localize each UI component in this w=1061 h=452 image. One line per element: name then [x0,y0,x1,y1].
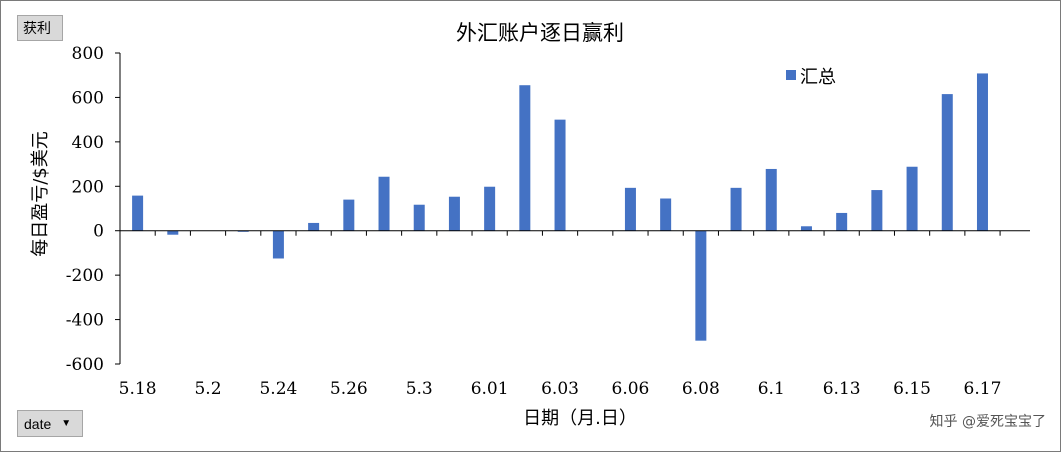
y-tick-label: 200 [72,177,104,197]
legend-swatch [786,70,796,80]
dropdown-arrow-icon[interactable]: ▼ [61,417,72,429]
x-tick-label: 5.26 [330,379,368,399]
bar [730,187,742,231]
bar [976,73,988,231]
bar [343,199,355,231]
bar [272,230,284,259]
date-field-label: date [24,415,52,432]
y-tick-label: 800 [72,44,104,64]
x-tick-label: 6.01 [471,379,509,399]
x-tick-label: 6.1 [758,379,785,399]
x-tick-label: 6.03 [541,379,579,399]
y-axis-label: 每日盈亏/$美元 [30,131,51,257]
bar [660,198,672,231]
x-axis-label: 日期（月.日） [523,408,637,429]
bar [167,230,179,235]
bar [132,195,144,231]
x-tick-label: 5.3 [406,379,433,399]
bar [378,176,390,231]
y-axis: 800 600 400 200 0 -200 -400 -600 [66,44,120,375]
bar [554,119,566,231]
bar [836,212,848,231]
y-tick-label: 0 [93,222,104,242]
bar [519,85,531,231]
bar [871,190,883,231]
y-tick-label: 600 [72,88,104,108]
y-tick-label: -200 [66,266,104,286]
bar [308,222,320,231]
bar [413,204,425,231]
chart-title: 外汇账户逐日赢利 [456,21,624,45]
x-tick-label: 6.15 [893,379,931,399]
bar [800,226,812,231]
bar [765,168,777,231]
bar [941,94,953,231]
bar-series [132,73,988,341]
y-tick-label: -600 [66,355,104,375]
legend-label: 汇总 [800,67,836,88]
watermark-text: 知乎 @爱死宝宝了 [930,413,1046,430]
x-tick-label: 6.06 [612,379,650,399]
x-tick-label: 5.18 [119,379,157,399]
bar [624,187,636,231]
bar [237,230,249,232]
legend: 汇总 [786,67,836,88]
bar [484,186,496,231]
date-field-button[interactable]: date ▼ [17,410,83,437]
x-tick-label: 6.17 [964,379,1002,399]
x-tick-label: 6.08 [682,379,720,399]
profit-field-button[interactable]: 获利 [17,15,63,41]
bar [448,196,460,231]
profit-field-label: 获利 [23,20,51,36]
x-tick-label: 5.24 [259,379,297,399]
bar [695,230,707,341]
y-tick-label: 400 [72,133,104,153]
bar [906,166,918,231]
x-tick-label: 6.13 [823,379,861,399]
x-tick-label: 5.2 [194,379,221,399]
y-tick-label: -400 [66,311,104,331]
x-axis: 5.18 5.2 5.24 5.26 5.3 6.01 6.03 6.06 6.08 6.1 6.1… [119,230,1002,399]
